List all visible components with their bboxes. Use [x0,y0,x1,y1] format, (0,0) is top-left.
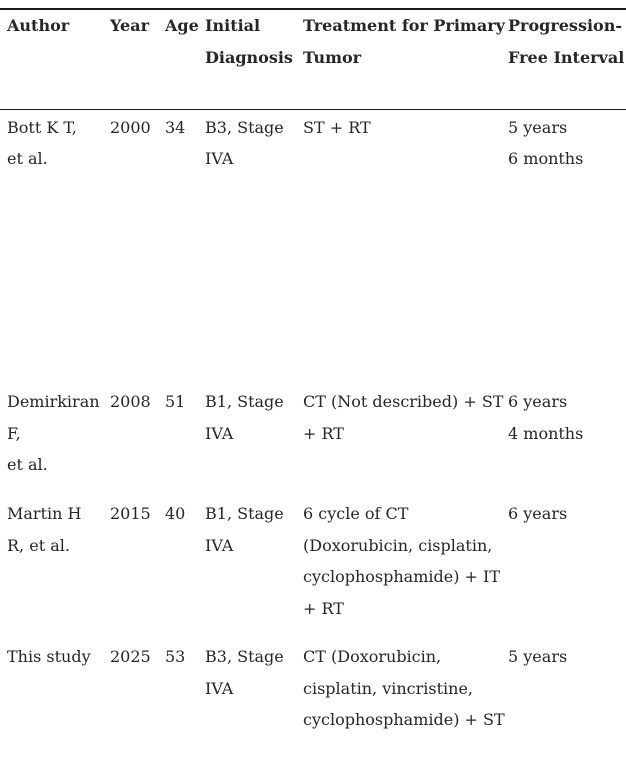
cell-initial-diagnosis: B3, Stage IVA [205,647,284,698]
cell-year: 2008 [110,392,151,411]
header-row: Author Year Age Initial Diagnosis Treatm… [0,9,626,110]
cell-progression-free-interval: 6 years 4 months [508,392,584,443]
cell-initial-diagnosis: B1, Stage IVA [205,392,284,443]
cell-progression-free-interval: 5 years 6 months [508,117,584,169]
cell-treatment: ST + RT [303,117,371,137]
cell-initial-diagnosis: B3, Stage IVA [205,117,284,169]
table-row: Demirkiran F, et al. 2008 51 B1, Stage I… [0,384,626,496]
cell-year: 2015 [110,504,151,523]
cell-treatment: CT (Doxorubicin, cisplatin, vincristine,… [303,647,505,729]
cell-age: 40 [165,504,186,523]
cell-treatment: CT (Not described) + ST + RT [303,392,504,443]
table-body: Bott K T, et al. 2000 34 B3, Stage IVA S… [0,109,626,757]
table-header: Author Year Age Initial Diagnosis Treatm… [0,9,626,110]
col-header-age: Age [165,9,205,110]
cell-progression-free-interval: 5 years [508,647,568,666]
cell-author: This study [7,647,91,666]
cell-age: 53 [165,647,186,666]
col-header-year: Year [110,9,165,110]
cell-author: Demirkiran F, et al. [7,392,100,474]
table-row: Martin H R, et al. 2015 40 B1, Stage IVA… [0,496,626,639]
cell-treatment: 6 cycle of CT (Doxorubicin, cisplatin, c… [303,504,500,618]
cell-author: Martin H R, et al. [7,504,82,555]
cell-year: 2025 [110,647,151,666]
col-header-author: Author [0,9,110,110]
col-header-progression-free-interval: Progression- Free Interval [508,9,626,110]
cell-year: 2000 [110,117,151,137]
col-header-treatment: Treatment for Primary Tumor [303,9,508,110]
cell-age: 34 [165,117,186,137]
cell-age: 51 [165,392,186,411]
table-row: This study 2025 53 B3, Stage IVA CT (Dox… [0,639,626,757]
col-header-initial-diagnosis: Initial Diagnosis [205,9,303,110]
case-series-comparison-table: Author Year Age Initial Diagnosis Treatm… [0,8,626,757]
cell-author: Bott K T, et al. [7,117,77,169]
cell-initial-diagnosis: B1, Stage IVA [205,504,284,555]
table-row: Bott K T, et al. 2000 34 B3, Stage IVA S… [0,109,626,384]
cell-progression-free-interval: 6 years [508,504,568,523]
